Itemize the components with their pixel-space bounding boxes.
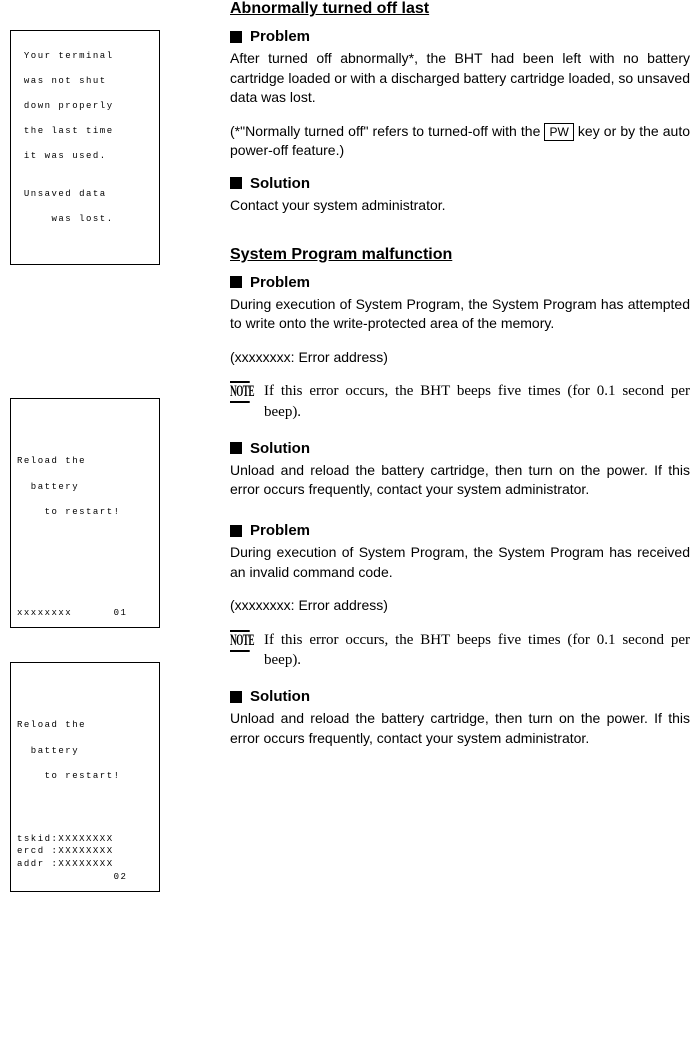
screen-line bbox=[17, 163, 153, 176]
terminal-screen-3: Reload the battery to restart! tskid:XXX… bbox=[10, 662, 160, 892]
screen-line bbox=[17, 795, 153, 808]
screen-line bbox=[17, 37, 153, 50]
screen-line: battery bbox=[17, 481, 153, 494]
screen-line: battery bbox=[17, 745, 153, 758]
screen-line bbox=[17, 87, 153, 100]
screen-line bbox=[17, 493, 153, 506]
screen-line bbox=[17, 732, 153, 745]
screen-line bbox=[17, 694, 153, 707]
screen-line: Reload the bbox=[17, 719, 153, 732]
terminal-screen-2: Reload the battery to restart! xxxxxxxx … bbox=[10, 398, 160, 628]
screen-line bbox=[17, 201, 153, 214]
solution-heading: Solution bbox=[230, 175, 690, 192]
solution-heading: Solution bbox=[230, 688, 690, 705]
screen-line: it was used. bbox=[17, 150, 153, 163]
problem-heading: Problem bbox=[230, 274, 690, 291]
bullet-square bbox=[230, 691, 242, 703]
screen-line bbox=[17, 757, 153, 770]
section-title-abnormal: Abnormally turned off last bbox=[230, 0, 690, 18]
screen-line: Reload the bbox=[17, 455, 153, 468]
solution-text: Unload and reload the battery cartridge,… bbox=[230, 461, 690, 500]
problem-label: Problem bbox=[250, 28, 310, 45]
screen-line: addr :XXXXXXXX bbox=[17, 858, 153, 871]
screen-line bbox=[17, 468, 153, 481]
screen-line bbox=[17, 782, 153, 795]
terminal-screen-1: Your terminal was not shut down properly… bbox=[10, 30, 160, 265]
note-text: If this error occurs, the BHT beeps five… bbox=[264, 381, 690, 422]
note-block: NOTE If this error occurs, the BHT beeps… bbox=[230, 381, 690, 422]
screen-line bbox=[17, 581, 153, 594]
solution-label: Solution bbox=[250, 688, 310, 705]
footnote-text: (*"Normally turned off" refers to turned… bbox=[230, 122, 690, 161]
screen-line: was lost. bbox=[17, 213, 153, 226]
bullet-square bbox=[230, 276, 242, 288]
solution-label: Solution bbox=[250, 440, 310, 457]
screen-line bbox=[17, 518, 153, 531]
screen-line bbox=[17, 544, 153, 557]
bullet-square bbox=[230, 177, 242, 189]
problem-heading: Problem bbox=[230, 522, 690, 539]
screen-line: down properly bbox=[17, 100, 153, 113]
screen-line bbox=[17, 556, 153, 569]
screen-line bbox=[17, 669, 153, 682]
screen-line bbox=[17, 251, 153, 264]
screen-line: was not shut bbox=[17, 75, 153, 88]
screen-line bbox=[17, 418, 153, 431]
screen-line bbox=[17, 113, 153, 126]
problem-label: Problem bbox=[250, 522, 310, 539]
error-address-text: (xxxxxxxx: Error address) bbox=[230, 348, 690, 368]
screen-line: Unsaved data bbox=[17, 188, 153, 201]
solution-text: Unload and reload the battery cartridge,… bbox=[230, 709, 690, 748]
screen-line bbox=[17, 62, 153, 75]
problem-text: During execution of System Program, the … bbox=[230, 295, 690, 334]
screen-line bbox=[17, 405, 153, 418]
section-title-malfunction: System Program malfunction bbox=[230, 246, 690, 264]
screen-line bbox=[17, 226, 153, 239]
bullet-square bbox=[230, 525, 242, 537]
note-label: NOTE bbox=[230, 381, 250, 403]
screen-line: 02 bbox=[17, 871, 153, 884]
screen-line bbox=[17, 531, 153, 544]
screen-line bbox=[17, 569, 153, 582]
screen-line: the last time bbox=[17, 125, 153, 138]
problem-text: During execution of System Program, the … bbox=[230, 543, 690, 582]
screen-line: to restart! bbox=[17, 506, 153, 519]
screen-line: ercd :XXXXXXXX bbox=[17, 845, 153, 858]
pw-key: PW bbox=[544, 123, 573, 141]
solution-heading: Solution bbox=[230, 440, 690, 457]
screen-line: tskid:XXXXXXXX bbox=[17, 833, 153, 846]
bullet-square bbox=[230, 31, 242, 43]
problem-text: After turned off abnormally*, the BHT ha… bbox=[230, 49, 690, 108]
note-text: If this error occurs, the BHT beeps five… bbox=[264, 630, 690, 671]
screen-line bbox=[17, 682, 153, 695]
solution-text: Contact your system administrator. bbox=[230, 196, 690, 216]
screen-line bbox=[17, 808, 153, 821]
screen-line bbox=[17, 239, 153, 252]
problem-label: Problem bbox=[250, 274, 310, 291]
screen-line bbox=[17, 443, 153, 456]
error-address-text: (xxxxxxxx: Error address) bbox=[230, 596, 690, 616]
note-block: NOTE If this error occurs, the BHT beeps… bbox=[230, 630, 690, 671]
solution-label: Solution bbox=[250, 175, 310, 192]
screen-line bbox=[17, 820, 153, 833]
screen-line bbox=[17, 430, 153, 443]
note-label: NOTE bbox=[230, 630, 250, 652]
bullet-square bbox=[230, 442, 242, 454]
screen-line bbox=[17, 176, 153, 189]
screen-line: to restart! bbox=[17, 770, 153, 783]
screen-line bbox=[17, 594, 153, 607]
footnote-a: (*"Normally turned off" refers to turned… bbox=[230, 123, 544, 139]
screen-line bbox=[17, 707, 153, 720]
screen-line bbox=[17, 138, 153, 151]
content-column: Abnormally turned off last Problem After… bbox=[230, 0, 690, 763]
screen-line bbox=[17, 264, 153, 265]
screen-line: Your terminal bbox=[17, 50, 153, 63]
screen-line: xxxxxxxx 01 bbox=[17, 607, 153, 620]
problem-heading: Problem bbox=[230, 28, 690, 45]
